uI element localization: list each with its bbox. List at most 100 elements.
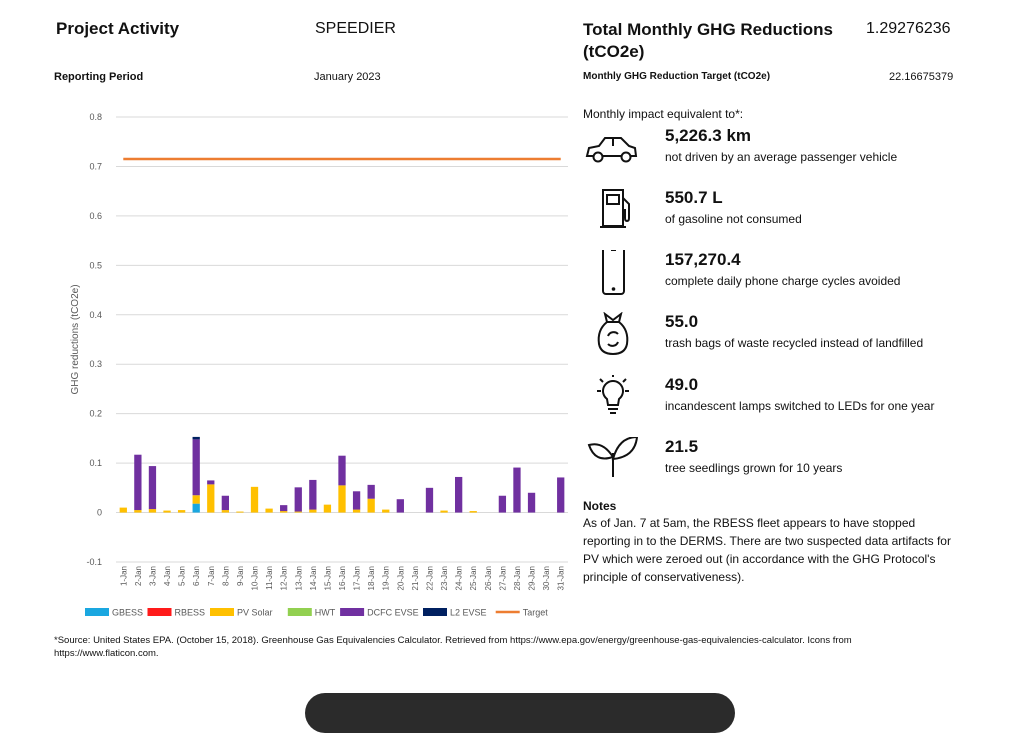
equivalent-desc: trash bags of waste recycled instead of … [665, 336, 924, 350]
bar-segment [134, 454, 142, 511]
x-tick-label: 8-Jan [221, 566, 230, 586]
bar-segment [280, 511, 288, 513]
y-tick-label: 0.4 [89, 310, 102, 320]
x-tick-label: 11-Jan [265, 566, 274, 590]
bar-segment [557, 477, 565, 513]
x-tick-label: 18-Jan [367, 566, 376, 590]
notes-title: Notes [583, 499, 617, 513]
bar-segment [207, 484, 215, 513]
bottom-bar [305, 693, 735, 733]
bar-segment [323, 504, 332, 513]
y-tick-label: 0.6 [89, 211, 102, 221]
y-tick-label: 0.2 [89, 409, 102, 419]
x-tick-label: 25-Jan [469, 566, 478, 590]
x-tick-label: 16-Jan [338, 566, 347, 590]
bar-segment [221, 495, 229, 511]
equivalent-value: 21.5 [665, 437, 699, 456]
bar-segment [455, 476, 463, 513]
bar-segment [367, 498, 375, 513]
recycle-bag-icon [597, 312, 629, 356]
y-tick-label: 0.7 [89, 161, 102, 171]
bar-segment [382, 509, 390, 513]
target-value: 22.16675379 [889, 71, 954, 83]
legend-label: GBESS [112, 608, 143, 618]
x-tick-label: 21-Jan [411, 566, 420, 590]
equivalent-value: 550.7 L [665, 188, 723, 207]
x-tick-label: 30-Jan [542, 566, 551, 590]
x-tick-label: 26-Jan [484, 566, 493, 590]
x-tick-label: 17-Jan [353, 566, 362, 590]
bar-segment [207, 480, 215, 485]
bar-segment [352, 491, 361, 510]
equivalent-value: 157,270.4 [665, 250, 741, 269]
legend-swatch [85, 608, 109, 616]
x-tick-label: 7-Jan [207, 566, 216, 586]
equivalent-value: 5,226.3 km [665, 126, 752, 145]
legend-swatch [423, 608, 447, 616]
equivalent-value: 49.0 [665, 375, 699, 394]
x-tick-label: 10-Jan [251, 566, 260, 590]
bar-segment [192, 439, 200, 496]
bar-segment [119, 507, 127, 513]
x-tick-label: 1-Jan [119, 566, 128, 586]
x-tick-label: 9-Jan [236, 566, 245, 586]
bar-segment [280, 505, 288, 512]
x-tick-label: 24-Jan [455, 566, 464, 590]
equivalent-desc: of gasoline not consumed [665, 212, 802, 226]
seedling-icon [587, 437, 639, 477]
car-icon [585, 137, 638, 163]
fuel-pump-icon [600, 189, 630, 228]
x-tick-label: 22-Jan [425, 566, 434, 590]
total-reductions-label: Total Monthly GHG Reductions (tCO2e) [583, 20, 833, 61]
bar-segment [513, 467, 521, 513]
bar-segment [294, 487, 302, 512]
bar-segment [367, 484, 375, 499]
equivalent-value: 55.0 [665, 312, 699, 331]
bar-segment [440, 510, 448, 513]
bar-segment [148, 466, 157, 510]
project-activity-label: Project Activity [56, 19, 180, 38]
reporting-period-label: Reporting Period [54, 71, 144, 83]
bar-segment [338, 485, 346, 513]
y-tick-label: -0.1 [86, 557, 102, 567]
equivalent-desc: tree seedlings grown for 10 years [665, 461, 843, 475]
y-axis-label: GHG reductions (tCO2e) [70, 284, 81, 394]
reporting-period-value: January 2023 [314, 71, 381, 83]
legend-label: PV Solar [237, 608, 273, 618]
bar-segment [425, 487, 434, 513]
x-tick-label: 31-Jan [557, 566, 566, 590]
bar-segment [192, 503, 200, 513]
x-tick-label: 27-Jan [498, 566, 507, 590]
bar-segment [265, 508, 273, 513]
legend-swatch [287, 608, 312, 616]
bar-segment [294, 511, 302, 513]
target-label: Monthly GHG Reduction Target (tCO2e) [583, 71, 771, 82]
bar-segment [309, 479, 317, 510]
y-tick-label: 0 [97, 508, 102, 518]
bar-segment [192, 495, 200, 504]
x-tick-label: 5-Jan [178, 566, 187, 586]
bar-segment [309, 509, 317, 513]
x-tick-label: 29-Jan [528, 566, 537, 590]
bar-segment [250, 486, 259, 513]
source-footnote: *Source: United States EPA. (October 15,… [54, 635, 852, 659]
phone-icon [602, 250, 625, 295]
legend-swatch [340, 608, 365, 616]
y-tick-label: 0.8 [89, 112, 102, 122]
x-tick-label: 20-Jan [396, 566, 405, 590]
bar-segment [177, 510, 186, 513]
equivalents-intro: Monthly impact equivalent to*: [583, 107, 744, 121]
bar-segment [469, 511, 477, 513]
legend-label: DCFC EVSE [367, 608, 419, 618]
bar-segment [163, 510, 171, 513]
ghg-chart: -0.1 0 0.1 0.2 0.3 0.4 0.5 0.6 0.7 0.8 GHG reducti… [70, 112, 568, 618]
x-tick-label: 13-Jan [294, 566, 303, 590]
notes-body: As of Jan. 7 at 5am, the RBESS fleet app… [583, 516, 951, 584]
x-tick-label: 12-Jan [280, 566, 289, 590]
x-tick-label: 14-Jan [309, 566, 318, 590]
legend-label: L2 EVSE [450, 608, 487, 618]
project-activity-value: SPEEDIER [315, 20, 396, 37]
y-tick-label: 0.3 [89, 359, 102, 369]
x-tick-label: 4-Jan [163, 566, 172, 586]
x-tick-label: 6-Jan [192, 566, 201, 586]
